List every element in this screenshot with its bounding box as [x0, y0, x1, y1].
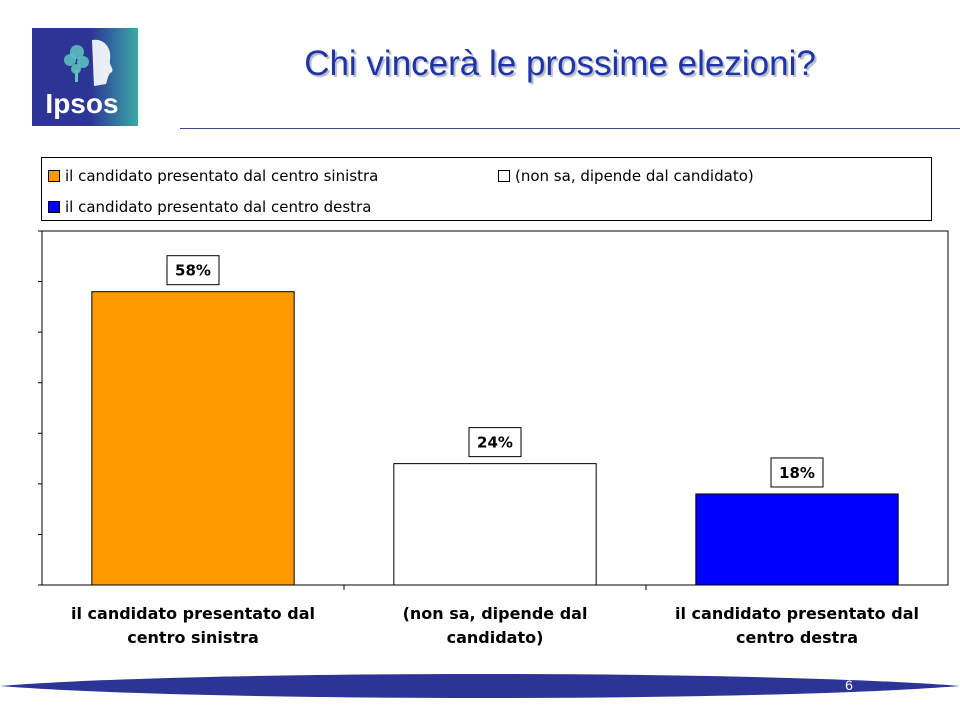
legend-swatch-centro-destra [48, 201, 60, 213]
data-label: 58% [175, 262, 211, 280]
data-label-box [770, 457, 824, 488]
legend-label: (non sa, dipende dal candidato) [515, 167, 754, 185]
page-title: Chi vincerà le prossime elezioni? [304, 44, 816, 83]
category-label: candidato) [447, 628, 544, 647]
title-divider [180, 128, 960, 129]
legend-label: il candidato presentato dal centro sinis… [65, 167, 379, 185]
category-label: centro destra [736, 628, 858, 647]
legend-swatch-centro-sinistra [48, 170, 60, 182]
bar [91, 291, 295, 586]
category-label: il candidato presentato dal [71, 604, 315, 623]
legend-label: il candidato presentato dal centro destr… [65, 198, 372, 216]
category-label: centro sinistra [127, 628, 259, 647]
data-label-box [166, 255, 220, 286]
bar [393, 463, 597, 586]
ipsos-logo: Ipsos [32, 28, 138, 126]
bar [695, 493, 899, 586]
chart-legend: il candidato presentato dal centro sinis… [41, 157, 932, 221]
legend-item-centro-sinistra: il candidato presentato dal centro sinis… [48, 167, 378, 185]
data-label: 24% [477, 434, 513, 452]
data-label: 18% [779, 464, 815, 482]
data-label-box [468, 427, 522, 458]
logo-wordmark: Ipsos [45, 88, 118, 119]
tree-profile-icon [64, 39, 113, 86]
legend-item-centro-destra: il candidato presentato dal centro destr… [48, 198, 371, 216]
legend-swatch-non-sa [498, 170, 510, 182]
page-number: 6 [845, 677, 853, 693]
legend-item-non-sa: (non sa, dipende dal candidato) [498, 167, 754, 185]
footer-band [0, 674, 960, 698]
bar-chart: 58% il candidato presentato dal centro sin… [38, 230, 949, 647]
category-label: (non sa, dipende dal [403, 604, 588, 623]
category-label: il candidato presentato dal [675, 604, 919, 623]
